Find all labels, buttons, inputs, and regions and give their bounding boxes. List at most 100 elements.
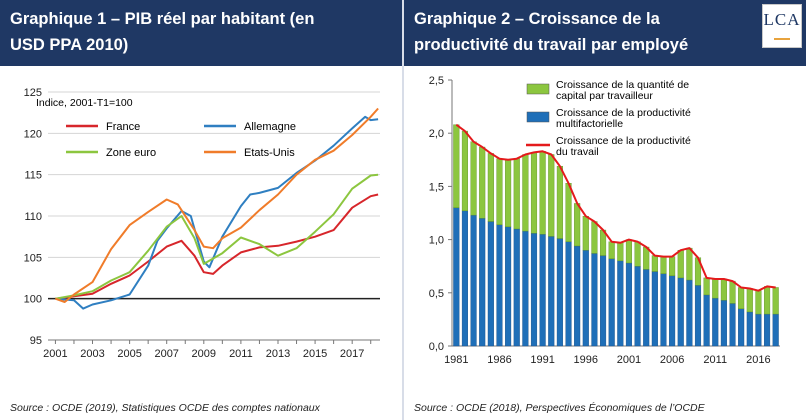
series-line-etats_unis bbox=[55, 107, 379, 303]
series-line-allemagne bbox=[55, 115, 379, 310]
bar-multifactorielle-1987 bbox=[505, 226, 512, 347]
chart-panel-2: Graphique 2 – Croissance de la productiv… bbox=[404, 0, 806, 420]
x-tick-label-2013: 2013 bbox=[266, 348, 290, 360]
bar-multifactorielle-1990 bbox=[530, 233, 538, 347]
legend-swatch-multifactorielle bbox=[526, 111, 550, 123]
bar-capital-1996 bbox=[582, 215, 589, 251]
bar-multifactorielle-1999 bbox=[608, 258, 615, 347]
y-tick-label-125: 125 bbox=[24, 87, 42, 99]
panel-divider bbox=[402, 0, 404, 420]
chart-panel-1: Graphique 1 – PIB réel par habitant (en … bbox=[0, 0, 402, 420]
y-tick-label-0,0: 0,0 bbox=[429, 341, 444, 353]
y-axis-label: Indice, 2001-T1=100 bbox=[36, 97, 133, 109]
bar-capital-2007 bbox=[677, 250, 684, 279]
bar-multifactorielle-2006 bbox=[669, 275, 676, 347]
bar-capital-1992 bbox=[548, 154, 555, 237]
chart-2-plot: 0,0 0,5 1,0 1,5 2,0 2,5 1981 1986 1991 1996 2001 20… bbox=[429, 75, 780, 366]
x-tick-label-2006: 2006 bbox=[660, 354, 684, 366]
bar-capital-1986 bbox=[496, 158, 503, 225]
bar-multifactorielle-1997 bbox=[591, 253, 598, 347]
bar-multifactorielle-2018 bbox=[772, 313, 779, 347]
series-line-zone_euro bbox=[55, 173, 379, 300]
bar-multifactorielle-2016 bbox=[755, 313, 762, 347]
bar-capital-1984 bbox=[479, 146, 486, 219]
legend-label-multifactorielle: Croissance de la productivité multifactor… bbox=[556, 107, 691, 130]
bar-multifactorielle-1983 bbox=[470, 214, 477, 347]
bar-capital-2011 bbox=[712, 278, 719, 299]
bar-multifactorielle-1981 bbox=[453, 207, 460, 347]
bar-multifactorielle-1984 bbox=[479, 218, 486, 347]
legend-label-productivite: Croissance de la productivité du travail bbox=[556, 135, 691, 158]
y-tick-label-120: 120 bbox=[24, 128, 42, 140]
bar-capital-2017 bbox=[764, 286, 771, 315]
bar-capital-2008 bbox=[686, 247, 693, 281]
legend-swatch-capital bbox=[526, 83, 550, 95]
bar-multifactorielle-2012 bbox=[720, 300, 727, 347]
y-tick-label-2,0: 2,0 bbox=[429, 128, 444, 140]
bar-multifactorielle-1996 bbox=[582, 250, 589, 347]
bar-capital-1982 bbox=[461, 130, 468, 212]
bar-capital-1999 bbox=[608, 241, 615, 259]
bar-capital-1994 bbox=[565, 183, 572, 242]
bar-multifactorielle-2001 bbox=[625, 262, 632, 347]
y-tick-label-95: 95 bbox=[30, 335, 42, 347]
bar-capital-1991 bbox=[539, 151, 546, 235]
x-tick-label-2001: 2001 bbox=[43, 348, 67, 360]
bar-capital-2014 bbox=[738, 287, 745, 309]
x-tick-label-2003: 2003 bbox=[80, 348, 104, 360]
bar-multifactorielle-1988 bbox=[513, 228, 520, 347]
chart-1-header: Graphique 1 – PIB réel par habitant (en … bbox=[0, 0, 402, 66]
bar-capital-1995 bbox=[574, 203, 581, 247]
y-tick-label-2,5: 2,5 bbox=[429, 75, 444, 87]
bar-multifactorielle-2011 bbox=[712, 297, 719, 347]
bar-capital-2010 bbox=[703, 277, 710, 296]
y-tick-label-110: 110 bbox=[24, 211, 42, 223]
bar-multifactorielle-1993 bbox=[556, 238, 563, 347]
x-tick-label-2007: 2007 bbox=[154, 348, 178, 360]
bar-capital-2012 bbox=[720, 278, 727, 301]
bar-capital-1997 bbox=[591, 221, 598, 254]
y-tick-label-105: 105 bbox=[24, 252, 42, 264]
lca-logo-text: LCA bbox=[763, 10, 801, 29]
bar-capital-2000 bbox=[617, 242, 624, 262]
x-tick-label-2005: 2005 bbox=[117, 348, 141, 360]
bar-capital-1990 bbox=[530, 152, 538, 234]
bar-capital-2001 bbox=[625, 239, 632, 264]
chart-2-header: Graphique 2 – Croissance de la productiv… bbox=[404, 0, 806, 66]
bar-multifactorielle-2000 bbox=[617, 260, 624, 347]
y-tick-label-115: 115 bbox=[24, 170, 42, 182]
bar-multifactorielle-2007 bbox=[677, 277, 684, 347]
chart-1-plot: 95 100 105 110 115 120 125 2001 2003 2005 2007 2009… bbox=[24, 87, 380, 360]
bar-capital-1983 bbox=[470, 141, 477, 216]
bar-multifactorielle-2004 bbox=[651, 271, 658, 347]
legend-label-zone_euro: Zone euro bbox=[106, 147, 156, 159]
x-tick-label-2015: 2015 bbox=[303, 348, 327, 360]
legend-label-capital: Croissance de la quantité de capital par … bbox=[556, 79, 689, 102]
bar-capital-2006 bbox=[669, 256, 676, 276]
bar-capital-1985 bbox=[487, 153, 494, 222]
bar-multifactorielle-2005 bbox=[660, 273, 667, 347]
bar-capital-1989 bbox=[522, 154, 529, 232]
bar-multifactorielle-1989 bbox=[522, 230, 529, 347]
y-tick-label-0,5: 0,5 bbox=[429, 288, 444, 300]
bar-capital-2018 bbox=[772, 287, 779, 315]
y-tick-label-100: 100 bbox=[24, 294, 42, 306]
chart-1-title: Graphique 1 – PIB réel par habitant (en … bbox=[10, 10, 315, 54]
x-tick-label-2011: 2011 bbox=[703, 354, 727, 366]
y-tick-label-1,0: 1,0 bbox=[429, 235, 444, 247]
bar-capital-1988 bbox=[513, 158, 520, 230]
bar-multifactorielle-1994 bbox=[565, 241, 572, 347]
chart-1-source: Source : OCDE (2019), Statistiques OCDE … bbox=[10, 402, 320, 414]
bar-multifactorielle-2017 bbox=[764, 313, 771, 347]
chart-2-source: Source : OCDE (2018), Perspectives Écono… bbox=[414, 402, 705, 414]
x-tick-label-2011: 2011 bbox=[229, 348, 253, 360]
bar-capital-1981 bbox=[453, 124, 460, 208]
bar-multifactorielle-1986 bbox=[496, 224, 503, 347]
bar-capital-1987 bbox=[505, 159, 512, 228]
x-tick-label-2016: 2016 bbox=[746, 354, 770, 366]
y-tick-label-1,5: 1,5 bbox=[429, 181, 444, 193]
x-tick-label-2001: 2001 bbox=[617, 354, 641, 366]
x-tick-label-2017: 2017 bbox=[340, 348, 364, 360]
bar-multifactorielle-1985 bbox=[487, 221, 494, 347]
bar-multifactorielle-2002 bbox=[634, 265, 641, 347]
